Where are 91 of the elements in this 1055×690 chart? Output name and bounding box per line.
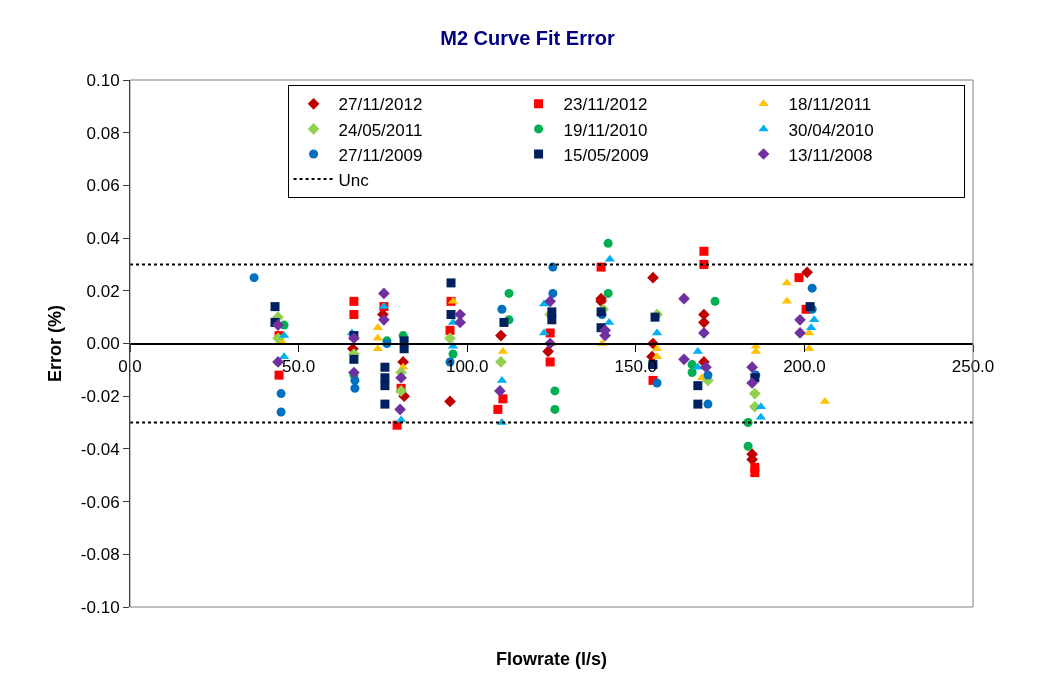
point [378,313,390,326]
legend-label: 19/11/2010 [563,120,648,140]
point [348,366,360,379]
point [493,404,503,414]
legend-label: 23/11/2012 [563,95,648,115]
point [545,328,555,338]
y-tick-label: 0.04 [86,229,120,249]
point [444,395,456,408]
x-tick-label: 50.0 [282,356,316,376]
point [542,345,554,358]
point [746,361,758,374]
point [603,288,613,298]
y-tick-label: 0.02 [86,281,120,301]
legend-label: 27/11/2012 [338,95,423,115]
point [687,367,697,377]
point [678,292,690,305]
point [698,327,710,339]
point [445,325,455,335]
point [603,238,613,248]
point [349,310,359,320]
point [652,378,662,388]
point [700,361,712,374]
x-tick-label: 150.0 [614,356,658,376]
point [349,354,359,364]
point [380,362,390,372]
legend-label: 15/05/2009 [563,145,649,165]
point [703,370,713,380]
y-tick-label: -0.10 [80,597,120,617]
point [703,399,713,409]
point [550,386,560,396]
y-tick-label: -0.02 [80,387,120,407]
point [494,385,506,397]
y-tick-label: -0.04 [80,439,120,459]
point [801,266,813,279]
y-tick-label: 0.00 [86,334,120,354]
legend-label: Unc [338,170,370,190]
point [699,246,709,256]
point [394,403,406,416]
point [710,296,720,306]
y-tick-label: -0.06 [80,492,120,512]
point [794,313,806,326]
point [498,394,508,404]
y-tick-label: 0.10 [86,70,120,90]
point [504,288,514,298]
point [446,278,456,288]
point [378,287,390,300]
y-tick-label: 0.06 [86,176,120,196]
point [548,288,558,298]
legend-label: 18/11/2011 [788,95,872,115]
point [647,271,659,284]
point [380,381,390,391]
point [276,407,286,417]
x-tick-label: 200.0 [783,356,826,376]
point [495,329,507,342]
legend-label: 30/04/2010 [788,120,874,140]
legend-label: 13/11/2008 [788,145,873,165]
point [270,302,280,312]
legend-label: 27/11/2009 [338,145,423,165]
x-tick-label: 250.0 [951,356,995,376]
point [395,385,407,397]
point [678,353,690,366]
point [350,383,360,393]
x-axis-title: Flowrate (l/s) [496,649,608,669]
point [497,304,507,314]
point [550,404,560,414]
point [380,399,390,409]
point [349,296,359,306]
point [794,273,804,283]
legend-label: 24/05/2011 [338,120,423,140]
point [547,315,557,325]
point [499,317,509,327]
y-tick-label: -0.08 [80,545,120,565]
chart-title: M2 Curve Fit Error [440,26,615,49]
point [693,381,703,391]
point [807,283,817,293]
point [274,370,284,380]
y-tick-label: 0.08 [86,123,120,143]
point [276,389,286,399]
point [448,349,458,359]
point [395,371,407,384]
point [544,295,556,308]
point [750,468,760,478]
point [650,312,660,322]
point [743,441,753,451]
point [446,310,456,320]
point [249,273,259,283]
point [693,399,703,409]
point [748,387,761,400]
point [545,357,555,367]
y-axis-title: Error (%) [45,304,66,383]
x-tick-label: 100.0 [445,356,489,376]
